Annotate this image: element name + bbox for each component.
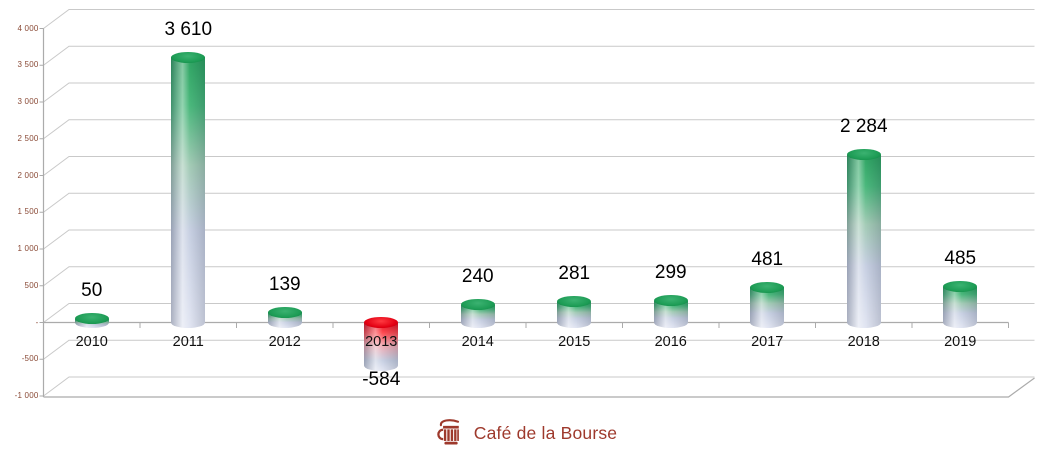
bar-top-ellipse [364, 317, 399, 328]
category-label: 2013 [365, 333, 398, 350]
bar-top-ellipse [943, 281, 978, 293]
grid-line [43, 229, 1035, 250]
bar-cylinder [364, 322, 399, 371]
grid-line [43, 192, 1035, 213]
grid-line [43, 45, 1035, 66]
grid-line [43, 9, 1035, 29]
y-tick-label: -1 000 [14, 391, 39, 400]
value-label: 240 [461, 266, 494, 288]
y-tick-label: 3 500 [17, 60, 39, 70]
grid-line [43, 82, 1035, 103]
bar-top-ellipse [846, 149, 881, 161]
y-tick-label: 3 000 [17, 97, 39, 106]
bar-top-ellipse [750, 281, 785, 293]
grid-line [43, 339, 1035, 360]
bar-cylinder [846, 154, 881, 328]
bar-cylinder [750, 287, 785, 328]
category-label: 2014 [461, 333, 494, 350]
category-label: 2015 [558, 333, 591, 350]
grid-line [43, 156, 1035, 176]
category-label: 2011 [172, 333, 204, 350]
y-tick-label: 2 000 [17, 170, 39, 180]
value-label: 139 [268, 273, 301, 295]
value-label: 3 610 [164, 18, 213, 40]
value-label: 485 [944, 248, 977, 270]
bar-cylinder [943, 286, 978, 328]
grid-line [43, 376, 1035, 397]
category-label: 2012 [268, 333, 301, 350]
value-label: -584 [362, 369, 401, 391]
bar-cylinder [171, 57, 206, 328]
y-tick-label: - [35, 317, 39, 327]
bar-top-ellipse [267, 306, 302, 318]
y-tick-label: 1 500 [17, 207, 39, 217]
footer-logo: Café de la Bourse [0, 415, 1052, 451]
value-label: 299 [654, 262, 687, 284]
grid-line [43, 303, 1035, 323]
category-label: 2016 [654, 333, 687, 350]
bar-top-ellipse [557, 296, 592, 308]
grid-line [43, 266, 1035, 287]
y-tick-label: 500 [24, 280, 39, 290]
value-label: 481 [751, 248, 784, 270]
category-label: 2019 [944, 333, 977, 350]
bar-top-ellipse [171, 51, 206, 63]
logo-text: Café de la Bourse [473, 422, 618, 443]
value-label: 50 [81, 280, 103, 302]
value-label: 281 [558, 263, 591, 285]
category-label: 2010 [75, 333, 108, 350]
category-label: 2018 [847, 333, 880, 350]
category-label: 2017 [751, 333, 784, 350]
bar-top-ellipse [653, 295, 688, 307]
bar-top-ellipse [74, 313, 109, 325]
floor-edge [43, 377, 1035, 398]
y-tick-label: 4 000 [17, 23, 39, 33]
cafe-cup-icon [437, 418, 459, 445]
y-tick-label: 2 500 [17, 133, 39, 143]
grid-line [43, 119, 1035, 140]
bar-top-ellipse [460, 299, 495, 311]
value-label: 2 284 [839, 116, 888, 138]
y-tick-label: 1 000 [17, 244, 39, 253]
bar-cylinder [460, 304, 495, 328]
y-tick-label: -500 [21, 354, 39, 364]
